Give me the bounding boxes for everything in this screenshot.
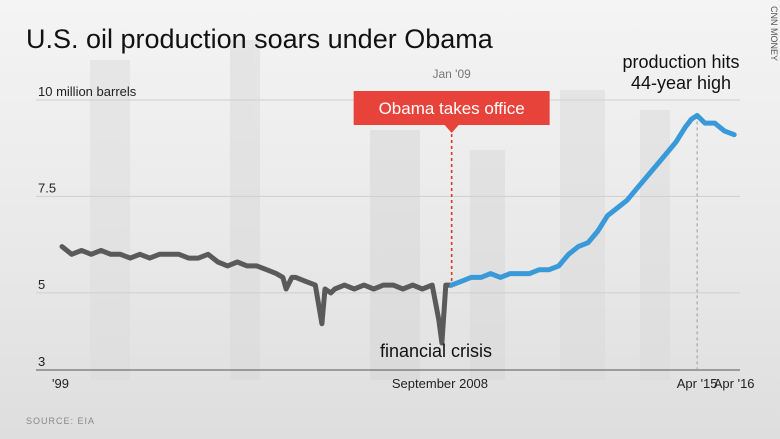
y-tick-label: 5 [38,277,45,292]
callout-pointer [444,125,459,133]
grid-lines [36,99,740,371]
series-line-obama [449,112,737,288]
x-tick-label: Apr '15 [677,376,718,391]
y-tick-label: 10 million barrels [38,84,137,99]
series-line-pre-obama [59,244,455,346]
source-label: SOURCE: EIA [26,416,95,426]
y-tick-label: 3 [38,354,45,369]
credit-label: CNN MONEY [769,6,779,61]
callout-box [353,91,550,125]
callout-date-label: Jan '09 [432,67,471,81]
callout-text: Obama takes office [379,99,525,118]
background-scenery [90,40,670,380]
x-tick-label: September 2008 [392,376,488,391]
peak-annotation-line1: production hits [622,52,739,72]
peak-annotation-line2: 44-year high [631,73,731,93]
x-tick-label: '99 [52,376,69,391]
y-tick-label: 7.5 [38,180,56,195]
x-tick-label: Apr '16 [714,376,755,391]
chart-title: U.S. oil production soars under Obama [26,24,494,54]
crisis-annotation: financial crisis [380,341,492,361]
series-group [59,112,737,346]
y-axis-ticks: 10 million barrels 7.5 5 3 [38,84,137,369]
callout-obama: Obama takes office [353,91,550,133]
